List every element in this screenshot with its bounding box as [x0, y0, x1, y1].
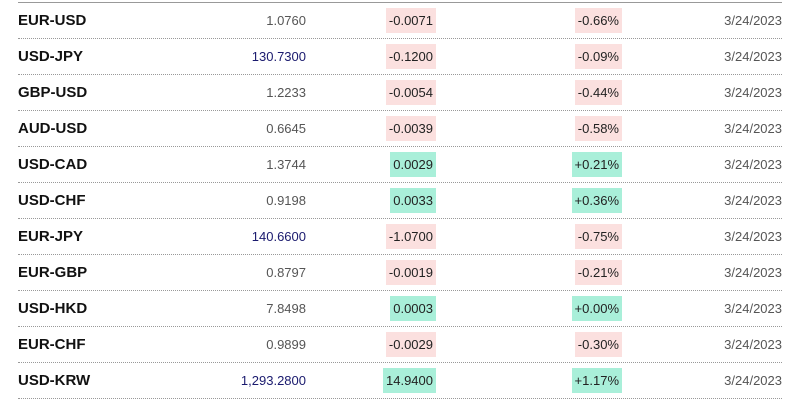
- percent-change: -0.66%: [574, 8, 622, 33]
- table-row[interactable]: EUR-GBP 0.8797 -0.0019 -0.21% 3/24/2023: [18, 255, 782, 291]
- rate-value: 1.3744: [266, 157, 306, 172]
- percent-change: -0.09%: [574, 44, 622, 69]
- date: 3/24/2023: [724, 265, 782, 280]
- date: 3/24/2023: [724, 121, 782, 136]
- table-row[interactable]: USD-JPY 130.7300 -0.1200 -0.09% 3/24/202…: [18, 39, 782, 75]
- rate-value: 0.6645: [266, 121, 306, 136]
- net-change: 0.0029: [390, 152, 436, 177]
- currency-pair[interactable]: EUR-CHF: [18, 336, 86, 353]
- rate-value: 0.8797: [266, 265, 306, 280]
- date: 3/24/2023: [724, 373, 782, 388]
- table-row[interactable]: USD-KRW 1,293.2800 14.9400 +1.17% 3/24/2…: [18, 363, 782, 399]
- net-change: -0.0054: [385, 80, 436, 105]
- net-change: -0.0071: [385, 8, 436, 33]
- percent-change: +0.21%: [571, 152, 622, 177]
- rate-value: 7.8498: [266, 301, 306, 316]
- table-row[interactable]: EUR-USD 1.0760 -0.0071 -0.66% 3/24/2023: [18, 3, 782, 39]
- rate-value: 1,293.2800: [240, 373, 306, 388]
- currency-pair[interactable]: USD-JPY: [18, 48, 84, 65]
- table-row[interactable]: EUR-JPY 140.6600 -1.0700 -0.75% 3/24/202…: [18, 219, 782, 255]
- date: 3/24/2023: [724, 85, 782, 100]
- net-change: -0.1200: [385, 44, 436, 69]
- date: 3/24/2023: [724, 229, 782, 244]
- currency-pair[interactable]: EUR-GBP: [18, 264, 88, 281]
- percent-change: +0.00%: [571, 296, 622, 321]
- date: 3/24/2023: [724, 301, 782, 316]
- rate-value: 140.6600: [251, 229, 306, 244]
- table-row[interactable]: USD-CAD 1.3744 0.0029 +0.21% 3/24/2023: [18, 147, 782, 183]
- rate-value: 0.9899: [266, 337, 306, 352]
- currency-table: EUR-USD 1.0760 -0.0071 -0.66% 3/24/2023 U…: [18, 2, 782, 399]
- currency-pair[interactable]: AUD-USD: [18, 120, 88, 137]
- table-row[interactable]: GBP-USD 1.2233 -0.0054 -0.44% 3/24/2023: [18, 75, 782, 111]
- date: 3/24/2023: [724, 337, 782, 352]
- currency-pair[interactable]: USD-CAD: [18, 156, 88, 173]
- percent-change: -0.44%: [574, 80, 622, 105]
- date: 3/24/2023: [724, 49, 782, 64]
- table-row[interactable]: AUD-USD 0.6645 -0.0039 -0.58% 3/24/2023: [18, 111, 782, 147]
- rate-value: 1.2233: [266, 85, 306, 100]
- currency-pair[interactable]: USD-KRW: [18, 372, 91, 389]
- currency-pair[interactable]: EUR-JPY: [18, 228, 84, 245]
- net-change: 0.0033: [390, 188, 436, 213]
- percent-change: -0.30%: [574, 332, 622, 357]
- percent-change: -0.58%: [574, 116, 622, 141]
- rate-value: 130.7300: [251, 49, 306, 64]
- currency-pair[interactable]: GBP-USD: [18, 84, 88, 101]
- net-change: -0.0039: [385, 116, 436, 141]
- date: 3/24/2023: [724, 157, 782, 172]
- percent-change: +0.36%: [571, 188, 622, 213]
- rate-value: 0.9198: [266, 193, 306, 208]
- net-change: 14.9400: [383, 368, 436, 393]
- table-row[interactable]: USD-CHF 0.9198 0.0033 +0.36% 3/24/2023: [18, 183, 782, 219]
- net-change: -0.0019: [385, 260, 436, 285]
- percent-change: -0.21%: [574, 260, 622, 285]
- currency-pair[interactable]: EUR-USD: [18, 12, 87, 29]
- currency-pair[interactable]: USD-CHF: [18, 192, 86, 209]
- net-change: -1.0700: [385, 224, 436, 249]
- date: 3/24/2023: [724, 13, 782, 28]
- net-change: -0.0029: [385, 332, 436, 357]
- net-change: 0.0003: [390, 296, 436, 321]
- table-row[interactable]: EUR-CHF 0.9899 -0.0029 -0.30% 3/24/2023: [18, 327, 782, 363]
- percent-change: -0.75%: [574, 224, 622, 249]
- percent-change: +1.17%: [571, 368, 622, 393]
- date: 3/24/2023: [724, 193, 782, 208]
- rate-value: 1.0760: [266, 13, 306, 28]
- currency-pair[interactable]: USD-HKD: [18, 300, 88, 317]
- table-row[interactable]: USD-HKD 7.8498 0.0003 +0.00% 3/24/2023: [18, 291, 782, 327]
